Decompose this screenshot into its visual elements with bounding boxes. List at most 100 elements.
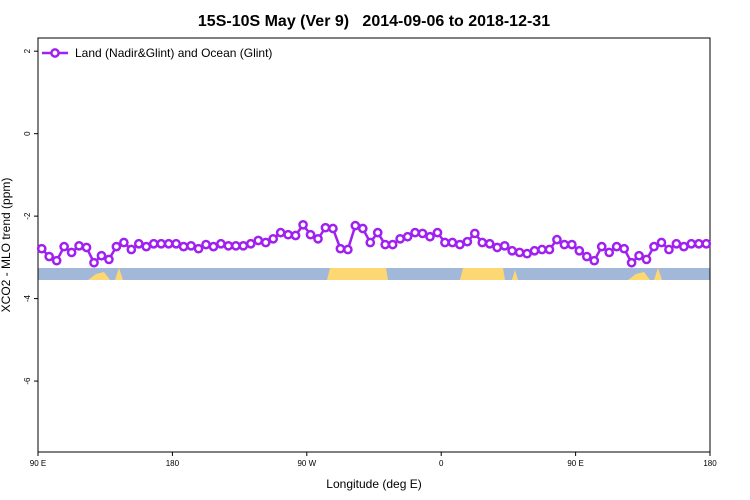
point bbox=[36, 243, 47, 254]
x-tick-label: 0 bbox=[439, 459, 444, 468]
point bbox=[417, 228, 428, 239]
point bbox=[283, 229, 293, 240]
point bbox=[693, 238, 704, 249]
point bbox=[298, 219, 308, 230]
chart-title: 15S-10S May (Ver 9) 2014-09-06 to 2018-1… bbox=[198, 13, 550, 30]
point bbox=[507, 245, 517, 256]
point bbox=[484, 238, 495, 249]
point bbox=[440, 237, 450, 248]
point bbox=[701, 238, 712, 249]
point bbox=[320, 222, 331, 233]
point bbox=[664, 244, 674, 255]
point bbox=[604, 247, 615, 258]
point bbox=[574, 245, 585, 256]
x-tick-label: 180 bbox=[166, 459, 180, 468]
point bbox=[171, 238, 181, 249]
point bbox=[51, 255, 62, 266]
point bbox=[522, 248, 532, 259]
point bbox=[365, 237, 376, 248]
legend-marker bbox=[50, 48, 60, 58]
point bbox=[44, 251, 55, 262]
point bbox=[156, 238, 167, 249]
x-tick-label: 90 W bbox=[297, 459, 316, 468]
point bbox=[305, 229, 316, 240]
point bbox=[679, 241, 689, 252]
point bbox=[477, 237, 488, 248]
point bbox=[425, 231, 435, 242]
y-tick-label: -4 bbox=[23, 295, 32, 303]
point bbox=[492, 242, 503, 253]
point bbox=[343, 244, 353, 255]
point bbox=[335, 243, 346, 254]
point bbox=[611, 241, 622, 252]
point bbox=[432, 227, 443, 238]
y-tick-label: -2 bbox=[23, 212, 32, 220]
land-band bbox=[654, 268, 662, 280]
y-tick-label: -6 bbox=[23, 377, 32, 385]
point bbox=[59, 241, 69, 252]
land-band bbox=[512, 270, 518, 280]
x-tick-label: 90 E bbox=[30, 459, 46, 468]
x-tick-label: 180 bbox=[703, 459, 717, 468]
point bbox=[231, 240, 241, 251]
y-tick-label: 0 bbox=[23, 131, 32, 136]
point bbox=[462, 236, 473, 247]
point bbox=[514, 247, 525, 258]
point bbox=[357, 223, 368, 234]
point bbox=[641, 254, 652, 265]
point bbox=[634, 250, 644, 261]
point bbox=[626, 257, 637, 268]
point bbox=[544, 244, 555, 255]
y-axis-label: XCO2 - MLO trend (ppm) bbox=[0, 178, 13, 313]
land-band bbox=[628, 272, 650, 280]
point bbox=[529, 245, 540, 256]
point bbox=[66, 247, 77, 258]
land-band bbox=[460, 268, 505, 280]
point bbox=[410, 227, 420, 238]
point bbox=[589, 255, 600, 266]
point bbox=[455, 239, 465, 250]
point bbox=[596, 241, 607, 252]
y-tick-label: 2 bbox=[23, 48, 32, 53]
point bbox=[81, 242, 92, 253]
point bbox=[537, 244, 547, 255]
point bbox=[186, 240, 196, 251]
point bbox=[387, 239, 398, 250]
point bbox=[89, 257, 99, 268]
point bbox=[499, 240, 510, 251]
point bbox=[402, 231, 413, 242]
point bbox=[686, 238, 697, 249]
point bbox=[201, 239, 211, 250]
point bbox=[148, 238, 159, 249]
point bbox=[372, 227, 383, 238]
point bbox=[111, 241, 122, 252]
point bbox=[290, 230, 301, 241]
point bbox=[268, 233, 279, 244]
x-axis-label: Longitude (deg E) bbox=[326, 477, 421, 491]
land-ocean-band bbox=[38, 268, 710, 280]
point bbox=[469, 228, 480, 239]
point bbox=[96, 250, 107, 261]
point bbox=[260, 237, 271, 248]
point bbox=[74, 240, 84, 251]
point bbox=[395, 233, 405, 244]
point bbox=[119, 237, 129, 248]
point bbox=[208, 241, 219, 252]
point bbox=[193, 243, 204, 254]
point bbox=[253, 235, 264, 246]
point bbox=[559, 239, 570, 250]
point bbox=[350, 220, 361, 231]
point bbox=[126, 244, 137, 255]
land-band bbox=[327, 268, 388, 280]
point bbox=[328, 223, 338, 234]
point bbox=[619, 243, 629, 254]
point bbox=[380, 239, 391, 250]
point bbox=[238, 240, 249, 251]
point bbox=[141, 241, 152, 252]
point bbox=[447, 237, 458, 248]
point bbox=[163, 238, 174, 249]
land-band bbox=[115, 268, 123, 280]
point bbox=[552, 234, 562, 245]
point bbox=[275, 227, 286, 238]
